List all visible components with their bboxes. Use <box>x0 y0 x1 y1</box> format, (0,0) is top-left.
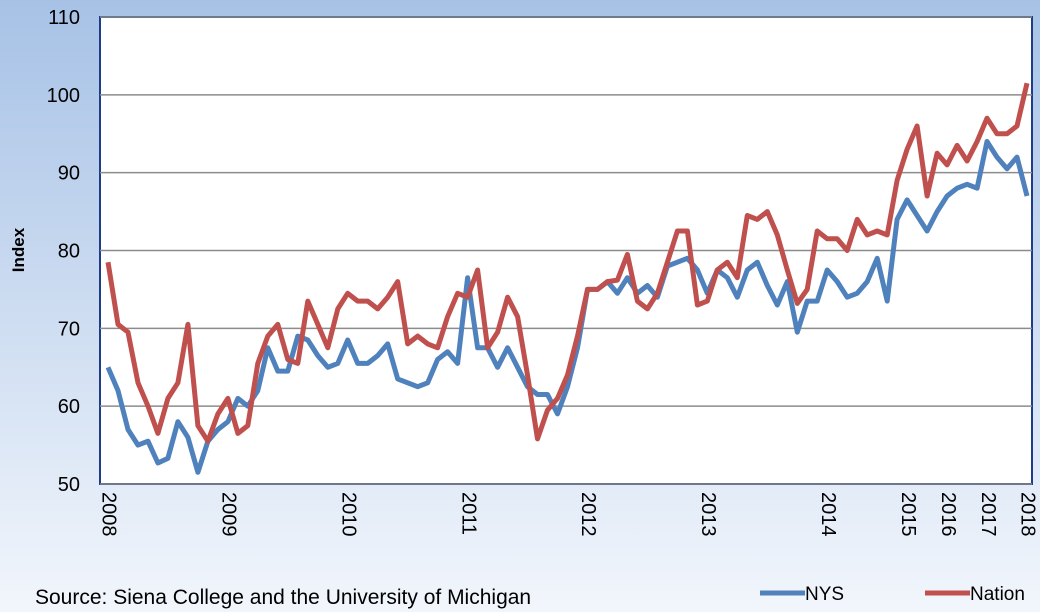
legend-label: NYS <box>805 584 844 605</box>
x-tick-label: 2012 <box>577 492 599 537</box>
y-axis-label: Index <box>9 227 28 272</box>
x-tick-label: 2015 <box>897 492 919 537</box>
series-line <box>105 139 1030 475</box>
plot-layer: 50 60 70 80 90 100 110 2008 2009 2010 2011 2012 2013… <box>47 7 1039 605</box>
legend-label: Nation <box>970 584 1025 605</box>
y-tick-label: 110 <box>48 7 80 29</box>
x-tick-label: 2009 <box>218 492 240 537</box>
x-tick-label: 2008 <box>98 492 120 537</box>
y-tick-label: 90 <box>58 163 80 185</box>
x-tick-label: 2011 <box>457 492 479 535</box>
x-tick-label: 2017 <box>977 492 999 537</box>
x-tick-label: 2016 <box>937 492 959 537</box>
y-tick-label: 50 <box>58 474 80 496</box>
series-line <box>105 82 1030 444</box>
y-tick-label: 60 <box>58 396 80 418</box>
x-tick-label: 2013 <box>697 492 719 537</box>
x-tick-label: 2010 <box>337 492 359 537</box>
x-tick-label: 2014 <box>817 492 839 537</box>
y-tick-label: 100 <box>47 85 80 107</box>
x-tick-label: 2018 <box>1017 492 1039 537</box>
source-note: Source: Siena College and the University… <box>35 586 531 609</box>
y-tick-label: 70 <box>58 318 80 340</box>
y-tick-label: 80 <box>58 241 80 263</box>
